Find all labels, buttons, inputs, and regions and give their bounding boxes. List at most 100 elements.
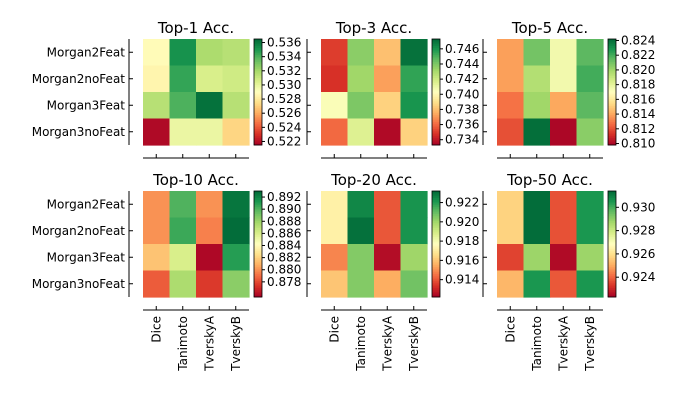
colorbar-segment (254, 88, 262, 91)
colorbar-segment (254, 222, 262, 225)
colorbar-segment (608, 137, 616, 141)
colorbar-segment (254, 113, 262, 116)
colorbar-segment (254, 109, 262, 112)
colorbar-segment (254, 42, 262, 45)
colorbar-segment (608, 252, 616, 255)
colorbar-tick-label: 0.532 (267, 64, 301, 78)
heatmap-cell (321, 65, 349, 93)
colorbar-segment (608, 39, 616, 42)
colorbar-segment (608, 236, 616, 240)
colorbar-segment (254, 215, 262, 218)
colorbar-segment (608, 226, 616, 229)
colorbar-segment (608, 81, 616, 84)
colorbar-segment (432, 213, 440, 217)
colorbar-segment (432, 194, 440, 197)
colorbar-segment (432, 97, 440, 100)
colorbar-segment (254, 282, 262, 286)
colorbar-segment (608, 205, 616, 208)
colorbar-segment (608, 291, 616, 294)
colorbar-segment (432, 47, 440, 50)
heatmap-cell (347, 244, 375, 272)
heatmap-cell (400, 217, 428, 245)
colorbar-segment (432, 231, 440, 234)
row-label: Morgan2noFeat (32, 72, 126, 86)
colorbar-segment (432, 60, 440, 63)
colorbar-tick-label: 0.926 (621, 247, 655, 261)
colorbar-tick-label: 0.734 (445, 133, 479, 147)
colorbar-segment (608, 194, 616, 197)
colorbar-tick-label: 0.534 (267, 50, 301, 64)
colorbar-segment (608, 139, 616, 142)
colorbar-segment (432, 210, 440, 213)
colorbar-tick-label: 0.880 (267, 263, 301, 277)
colorbar-segment (608, 92, 616, 95)
colorbar-segment (254, 229, 262, 233)
colorbar-segment (432, 288, 440, 291)
colorbar-segment (432, 56, 440, 59)
colorbar-segment (608, 102, 616, 105)
heatmap-cell (143, 217, 171, 245)
colorbar-outline (253, 38, 263, 146)
heatmap-cell (400, 65, 428, 93)
colorbar-segment (432, 247, 440, 250)
colorbar-segment (254, 272, 262, 275)
row-label: Morgan3Feat (47, 98, 126, 112)
heatmap-cell (321, 217, 349, 245)
colorbar-segment (254, 201, 262, 204)
col-label: TverskyA (380, 315, 394, 372)
colorbar-segment (254, 206, 262, 210)
colorbar-tick-label: 0.886 (267, 226, 301, 240)
colorbar-segment (432, 63, 440, 66)
colorbar-segment (608, 86, 616, 89)
colorbar-segment (432, 203, 440, 206)
colorbar-segment (608, 222, 616, 225)
colorbar-segment (254, 196, 262, 199)
colorbar-segment (608, 51, 616, 54)
colorbar-segment (608, 198, 616, 201)
row-label: Morgan2Feat (47, 197, 126, 211)
heatmap-cell (497, 270, 525, 298)
heatmap-cell (143, 244, 171, 272)
colorbar-tick-label: 0.928 (621, 224, 655, 238)
row-label: Morgan2noFeat (32, 224, 126, 238)
heatmap-cell (523, 39, 551, 67)
colorbar-segment (254, 261, 262, 264)
colorbar-tick-label: 0.922 (445, 196, 479, 210)
heatmap-cell (169, 191, 197, 219)
colorbar-segment (254, 54, 262, 58)
colorbar-segment (432, 289, 440, 293)
heatmap-cell (576, 39, 604, 67)
colorbar-segment (432, 266, 440, 270)
heatmap-cell (222, 39, 250, 67)
colorbar-segment (432, 226, 440, 229)
colorbar-segment (254, 289, 262, 293)
heatmap-cell (576, 65, 604, 93)
colorbar-segment (254, 51, 262, 54)
panel-title: Top-50 Acc. (506, 171, 593, 189)
colorbar-segment (432, 217, 440, 220)
colorbar-segment (254, 86, 262, 89)
colorbar-segment (608, 256, 616, 259)
colorbar-segment (608, 58, 616, 61)
colorbar-segment (254, 221, 262, 224)
colorbar-segment (608, 208, 616, 211)
colorbar-segment (432, 106, 440, 109)
colorbar-segment (608, 251, 616, 254)
col-label: TverskyA (556, 315, 570, 372)
heatmap-cell (222, 191, 250, 219)
colorbar-segment (254, 268, 262, 271)
colorbar-segment (254, 61, 262, 65)
colorbar-segment (608, 60, 616, 63)
colorbar-segment (432, 270, 440, 273)
colorbar-segment (254, 199, 262, 202)
colorbar-segment (254, 198, 262, 201)
colorbar-segment (254, 77, 262, 81)
colorbar-segment (254, 93, 262, 96)
heatmap-cell (550, 65, 578, 93)
colorbar-segment (608, 261, 616, 264)
colorbar-segment (608, 201, 616, 204)
colorbar-segment (254, 74, 262, 77)
heatmap-cell (143, 39, 171, 67)
colorbar-segment (608, 76, 616, 79)
colorbar-segment (254, 254, 262, 257)
